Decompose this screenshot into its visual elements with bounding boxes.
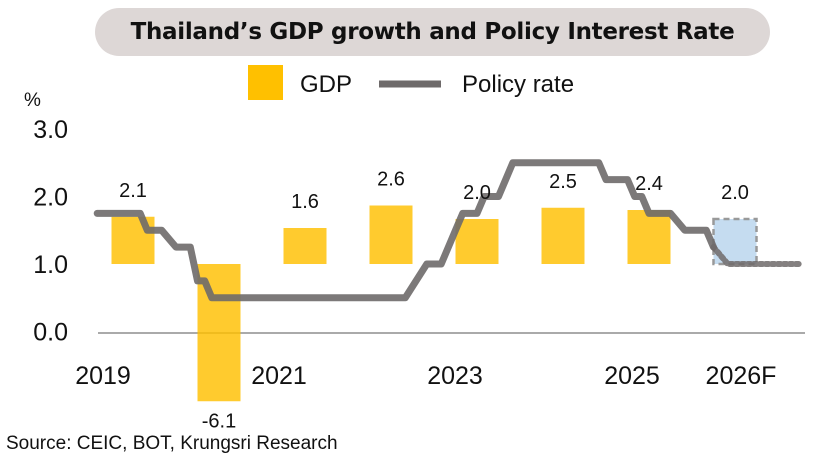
x-tick-label: 2019 <box>75 362 131 390</box>
gdp-data-label: 2.0 <box>463 182 491 204</box>
y-tick-label: 0.0 <box>33 319 68 347</box>
gdp-bar <box>455 219 499 264</box>
chart-title-pill: Thailand’s GDP growth and Policy Interes… <box>95 8 770 56</box>
gdp-data-label: -6.1 <box>202 410 236 432</box>
gdp-data-label: 2.6 <box>377 169 405 191</box>
x-tick-label: 2026F <box>706 362 777 390</box>
gdp-bar <box>283 228 327 264</box>
x-tick-label: 2021 <box>251 362 307 390</box>
gdp-data-label: 2.1 <box>119 180 147 202</box>
y-tick-label: 1.0 <box>33 251 68 279</box>
x-tick-label: 2025 <box>604 362 660 390</box>
y-tick-label: 3.0 <box>33 116 68 144</box>
y-axis-unit: % <box>24 90 41 111</box>
gdp-data-label: 2.4 <box>635 173 663 195</box>
gdp-data-label: 2.0 <box>721 182 749 204</box>
gdp-bar <box>369 205 413 264</box>
gdp-bar <box>627 210 671 264</box>
legend: GDP Policy rate <box>248 65 574 100</box>
x-tick-label: 2023 <box>427 362 483 390</box>
gdp-data-label: 1.6 <box>291 191 319 213</box>
legend-gdp-swatch <box>248 65 283 100</box>
source-note: Source: CEIC, BOT, Krungsri Research <box>6 433 338 454</box>
gdp-bar <box>541 207 585 264</box>
y-tick-label: 2.0 <box>33 184 68 212</box>
legend-gdp-label: GDP <box>300 71 352 98</box>
chart-title: Thailand’s GDP growth and Policy Interes… <box>130 19 735 45</box>
gdp-data-label: 2.5 <box>549 171 577 193</box>
policy-rate-forecast-line <box>710 244 803 267</box>
policy-rate-line <box>93 159 717 302</box>
legend-policy-rate-label: Policy rate <box>462 71 574 98</box>
